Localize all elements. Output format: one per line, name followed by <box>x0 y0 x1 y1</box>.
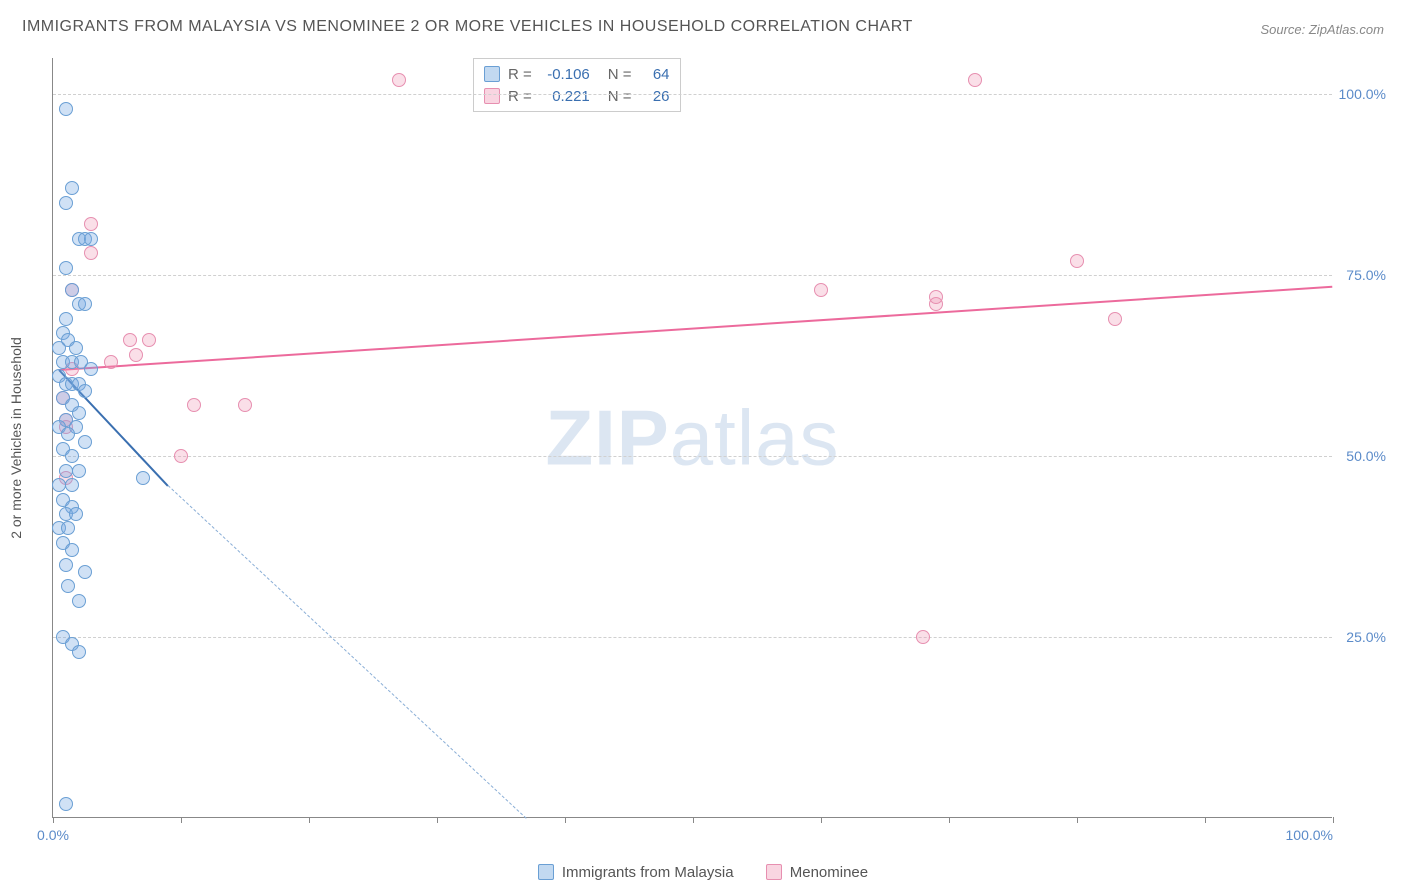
chart-title: IMMIGRANTS FROM MALAYSIA VS MENOMINEE 2 … <box>22 18 913 36</box>
x-tick <box>821 817 822 823</box>
swatch-blue-icon <box>484 66 500 82</box>
data-point <box>174 449 188 463</box>
data-point <box>392 73 406 87</box>
data-point <box>84 232 98 246</box>
data-point <box>1070 254 1084 268</box>
x-tick <box>309 817 310 823</box>
swatch-pink-icon <box>484 88 500 104</box>
y-tick-label: 100.0% <box>1339 86 1386 102</box>
data-point <box>52 341 66 355</box>
correlation-legend: R = -0.106 N = 64 R = 0.221 N = 26 <box>473 58 681 112</box>
n-label: N = <box>608 88 632 105</box>
scatter-plot: ZIPatlas R = -0.106 N = 64 R = 0.221 N =… <box>52 58 1332 818</box>
chart-area: 2 or more Vehicles in Household ZIPatlas… <box>52 58 1386 818</box>
legend-item-pink: Menominee <box>766 864 868 881</box>
data-point <box>59 102 73 116</box>
data-point <box>129 348 143 362</box>
data-point <box>84 246 98 260</box>
data-point <box>916 630 930 644</box>
x-tick <box>1077 817 1078 823</box>
n-value-blue: 64 <box>640 66 670 83</box>
data-point <box>78 435 92 449</box>
legend-item-blue: Immigrants from Malaysia <box>538 864 734 881</box>
series-legend: Immigrants from Malaysia Menominee <box>0 864 1406 885</box>
data-point <box>65 283 79 297</box>
data-point <box>65 449 79 463</box>
data-point <box>238 398 252 412</box>
x-tick-label: 0.0% <box>37 827 69 843</box>
x-tick-label: 100.0% <box>1286 827 1333 843</box>
data-point <box>142 333 156 347</box>
n-label: N = <box>608 66 632 83</box>
data-point <box>61 427 75 441</box>
data-point <box>929 290 943 304</box>
gridline <box>53 94 1332 95</box>
data-point <box>65 181 79 195</box>
r-label: R = <box>508 88 532 105</box>
data-point <box>72 464 86 478</box>
data-point <box>59 196 73 210</box>
data-point <box>65 478 79 492</box>
data-point <box>59 558 73 572</box>
watermark-bold: ZIP <box>545 393 669 481</box>
x-tick <box>565 817 566 823</box>
y-tick-label: 75.0% <box>1346 267 1386 283</box>
gridline <box>53 456 1332 457</box>
data-point <box>59 312 73 326</box>
x-tick <box>949 817 950 823</box>
data-point <box>72 645 86 659</box>
r-label: R = <box>508 66 532 83</box>
n-value-pink: 26 <box>640 88 670 105</box>
x-tick <box>1205 817 1206 823</box>
data-point <box>72 406 86 420</box>
data-point <box>84 362 98 376</box>
legend-row-pink: R = 0.221 N = 26 <box>484 85 670 107</box>
data-point <box>59 797 73 811</box>
x-tick <box>693 817 694 823</box>
data-point <box>59 261 73 275</box>
source-name: ZipAtlas.com <box>1309 22 1384 37</box>
data-point <box>61 521 75 535</box>
watermark-thin: atlas <box>670 393 840 481</box>
source-prefix: Source: <box>1260 22 1308 37</box>
r-value-pink: 0.221 <box>540 88 590 105</box>
y-tick-label: 25.0% <box>1346 629 1386 645</box>
gridline <box>53 637 1332 638</box>
data-point <box>84 217 98 231</box>
swatch-pink-icon <box>766 864 782 880</box>
data-point <box>78 565 92 579</box>
x-tick <box>181 817 182 823</box>
y-tick-label: 50.0% <box>1346 448 1386 464</box>
legend-label-blue: Immigrants from Malaysia <box>562 864 734 881</box>
gridline <box>53 275 1332 276</box>
data-point <box>1108 312 1122 326</box>
data-point <box>968 73 982 87</box>
data-point <box>136 471 150 485</box>
trendline <box>168 485 527 819</box>
data-point <box>78 384 92 398</box>
source-attribution: Source: ZipAtlas.com <box>1260 22 1384 37</box>
x-tick <box>53 817 54 823</box>
data-point <box>187 398 201 412</box>
watermark: ZIPatlas <box>545 392 839 483</box>
y-axis-label: 2 or more Vehicles in Household <box>8 337 24 539</box>
data-point <box>61 579 75 593</box>
trendline <box>59 286 1333 371</box>
swatch-blue-icon <box>538 864 554 880</box>
data-point <box>123 333 137 347</box>
data-point <box>78 297 92 311</box>
data-point <box>69 341 83 355</box>
data-point <box>65 543 79 557</box>
legend-row-blue: R = -0.106 N = 64 <box>484 63 670 85</box>
r-value-blue: -0.106 <box>540 66 590 83</box>
legend-label-pink: Menominee <box>790 864 868 881</box>
data-point <box>72 594 86 608</box>
x-tick <box>437 817 438 823</box>
data-point <box>104 355 118 369</box>
x-tick <box>1333 817 1334 823</box>
data-point <box>814 283 828 297</box>
data-point <box>69 507 83 521</box>
